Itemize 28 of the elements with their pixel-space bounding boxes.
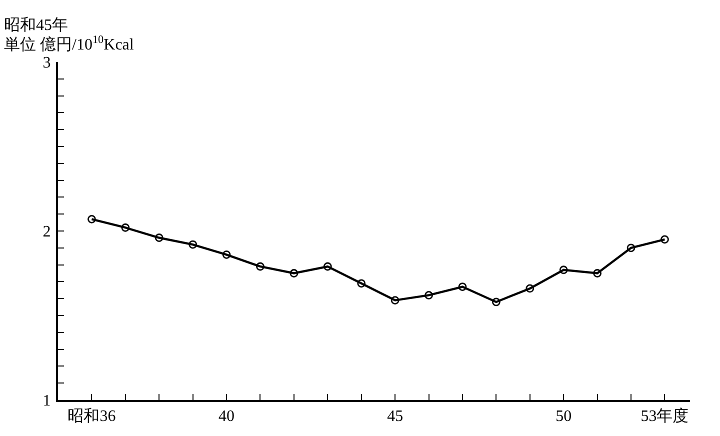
point	[593, 269, 602, 278]
x-tick-label: 50	[556, 408, 572, 426]
point	[626, 244, 636, 252]
point	[323, 262, 332, 271]
y-tick-label: 1	[42, 392, 51, 410]
y-tick-label: 2	[42, 224, 51, 241]
point	[357, 279, 366, 288]
x-tick-label: 53年度	[640, 407, 689, 426]
point	[256, 262, 264, 271]
point	[458, 282, 467, 291]
point	[660, 235, 669, 244]
point	[154, 234, 164, 242]
x-tick-label: 45	[387, 408, 404, 426]
point	[424, 291, 433, 300]
text: 昭和45年	[4, 16, 68, 34]
point	[559, 266, 568, 274]
point	[121, 223, 130, 232]
point	[290, 269, 298, 278]
y-axis-title: 単位 億円/10$^{10}$Kcal	[4, 34, 134, 54]
point	[88, 214, 96, 224]
point	[390, 296, 400, 304]
x-tick-label: 昭和36	[68, 407, 116, 426]
point	[222, 250, 231, 259]
y-tick-label: 3	[42, 54, 51, 72]
point	[188, 240, 198, 249]
x-tick-label: 40	[218, 408, 235, 426]
point	[492, 298, 500, 306]
point	[526, 284, 534, 293]
